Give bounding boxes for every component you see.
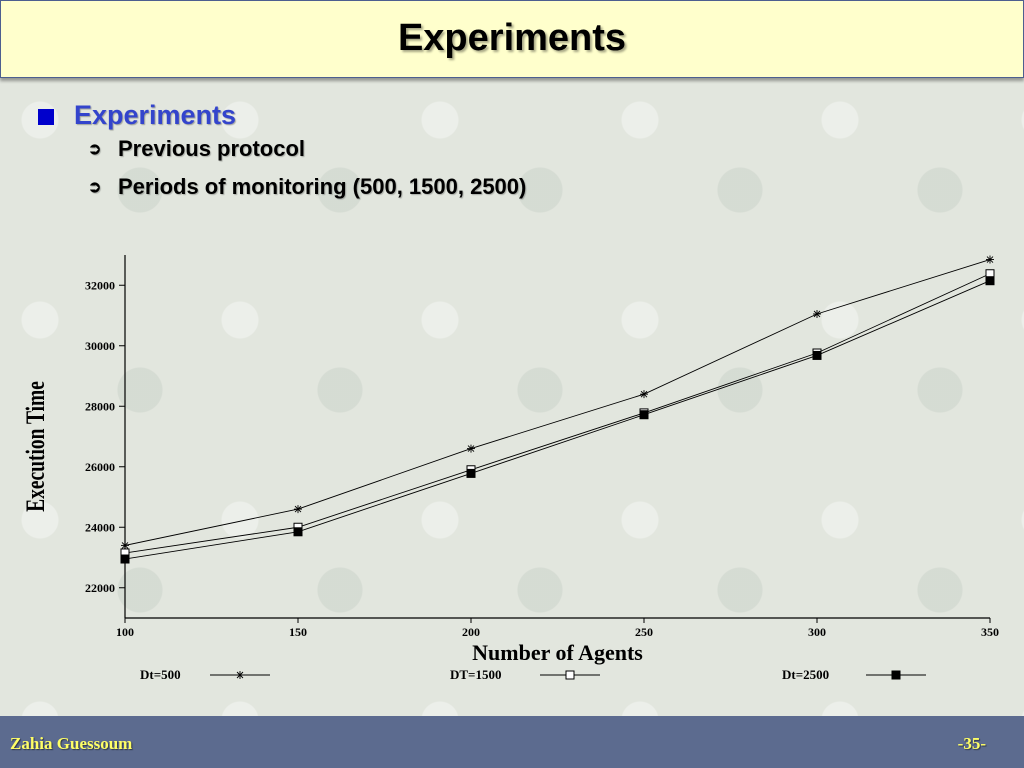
footer-author: Zahia Guessoum (10, 734, 133, 753)
sub-bullet-2: ➲ Periods of monitoring (500, 1500, 2500… (88, 174, 526, 200)
data-point (640, 390, 648, 399)
main-bullet-text: Experiments (74, 100, 237, 130)
x-tick-label: 150 (289, 625, 307, 639)
series-line-1 (124, 259, 991, 546)
x-tick-label: 300 (808, 625, 826, 639)
y-tick-label: 26000 (85, 460, 115, 474)
sub-bullet-text: Previous protocol (118, 136, 306, 161)
x-tick-label: 100 (116, 625, 134, 639)
y-tick-label: 24000 (85, 520, 115, 534)
data-point (293, 527, 303, 537)
legend-marker (236, 671, 244, 679)
legend-marker (891, 670, 901, 680)
x-tick-label: 250 (635, 625, 653, 639)
main-bullet: Experiments (38, 100, 236, 131)
y-tick-label: 32000 (85, 278, 115, 292)
legend-label: Dt=500 (140, 667, 181, 682)
data-point (294, 505, 302, 514)
y-tick-label: 22000 (85, 581, 115, 595)
background-pattern (0, 80, 1024, 716)
series-line-3 (124, 280, 991, 560)
y-axis-label: Execution Time (21, 381, 49, 512)
filled-square-icon (38, 108, 54, 125)
x-axis-label: Number of Agents (472, 640, 643, 665)
sub-bullet-text: Periods of monitoring (500, 1500, 2500) (118, 174, 527, 199)
data-point (812, 350, 822, 360)
sub-bullet-1: ➲ Previous protocol (88, 136, 305, 162)
x-tick-label: 200 (462, 625, 480, 639)
title-bar: Experiments (0, 0, 1024, 78)
data-point (467, 444, 475, 453)
data-point (121, 541, 129, 550)
legend-marker (565, 670, 575, 680)
data-point (985, 276, 995, 286)
series-line-2 (124, 273, 991, 554)
data-point (120, 554, 130, 564)
y-tick-label: 30000 (85, 339, 115, 353)
footer: Zahia Guessoum -35- (0, 716, 1024, 768)
arrow-bullet-icon: ➲ (88, 141, 102, 158)
x-tick-label: 350 (981, 625, 999, 639)
execution-time-chart: 22000 24000 26000 28000 30000 32000 100 150 200 2… (21, 255, 999, 682)
data-point (986, 255, 994, 264)
legend-label: DT=1500 (450, 667, 501, 682)
slide-title: Experiments (397, 17, 627, 59)
data-point (466, 468, 476, 478)
legend-label: Dt=2500 (782, 667, 829, 682)
y-tick-label: 28000 (85, 399, 115, 413)
footer-page-number: -35- (957, 734, 986, 753)
arrow-bullet-icon: ➲ (88, 179, 102, 196)
data-point (639, 410, 649, 420)
data-point (813, 309, 821, 318)
